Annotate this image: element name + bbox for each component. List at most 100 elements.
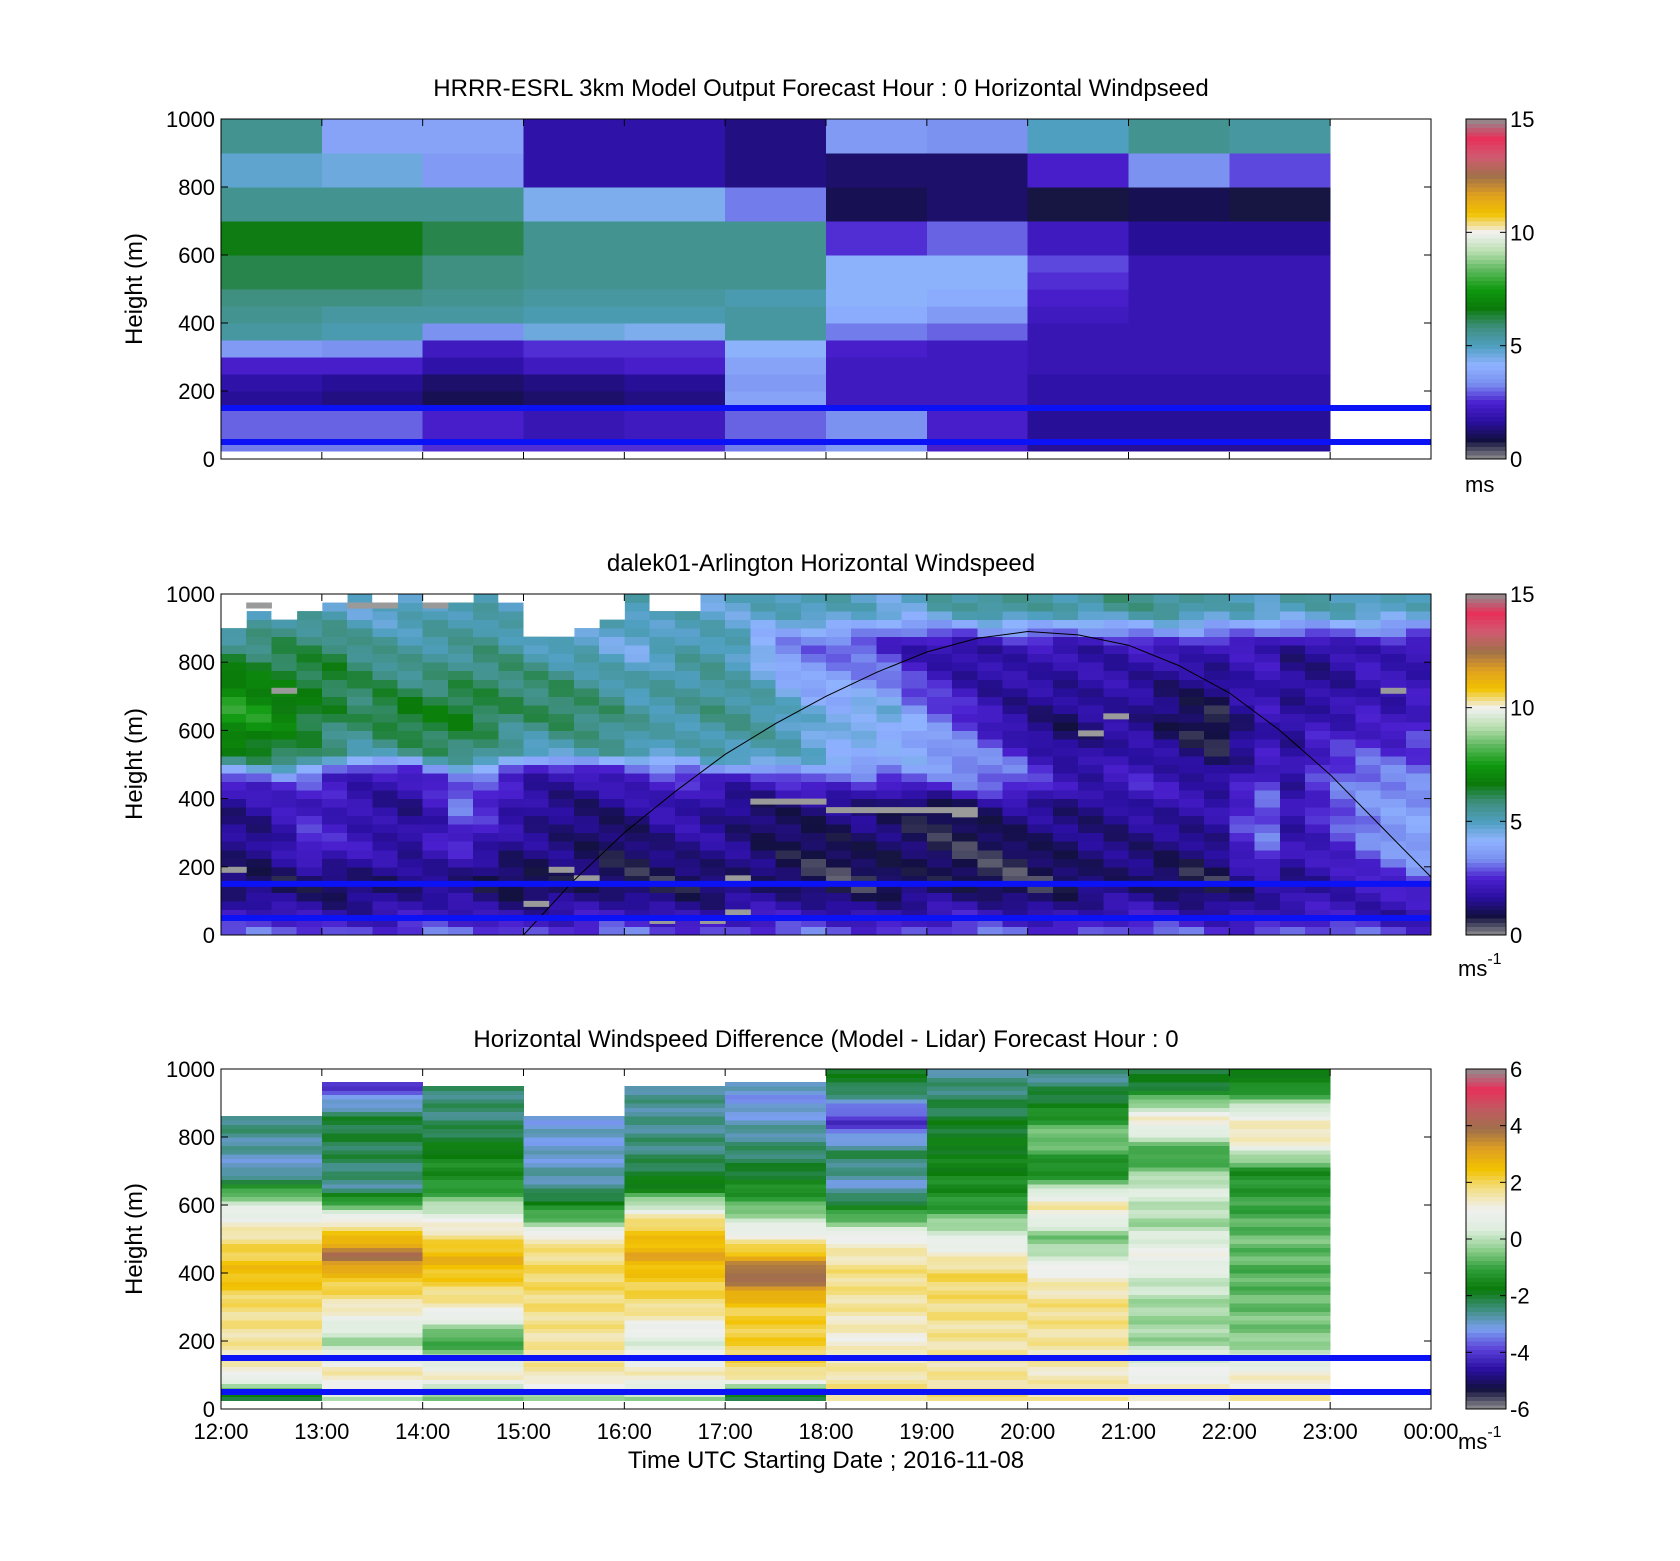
heatmap-cell [725, 628, 751, 638]
heatmap-cell [221, 1120, 323, 1125]
heatmap-cell [246, 687, 272, 697]
heatmap-cell [422, 1302, 524, 1308]
heatmap-cell [548, 917, 575, 927]
heatmap-cell [725, 892, 751, 902]
heatmap-cell [321, 738, 348, 748]
heatmap-cell [952, 738, 978, 748]
heatmap-cell [624, 1213, 726, 1219]
heatmap-cell [926, 1069, 1029, 1074]
heatmap-cell [498, 755, 524, 765]
heatmap-cell [1229, 374, 1331, 392]
heatmap-cell [674, 883, 701, 893]
panel-model-x-ticks [220, 119, 1432, 459]
y-tick-label: 600 [178, 1193, 215, 1218]
heatmap-cell [1128, 1222, 1230, 1227]
heatmap-cell [422, 738, 449, 748]
heatmap-cell [347, 636, 373, 646]
heatmap-cell [800, 807, 827, 817]
heatmap-cell [1128, 442, 1230, 452]
heatmap-cell [422, 187, 524, 205]
heatmap-cell [1304, 926, 1331, 936]
heatmap-cell [321, 238, 424, 256]
heatmap-cell [725, 272, 827, 290]
heatmap-cell [221, 1200, 323, 1206]
heatmap-cell [1229, 917, 1256, 927]
heatmap-cell [775, 619, 802, 629]
heatmap-cell [422, 781, 449, 791]
colorbar-swatch [1466, 649, 1506, 655]
colorbar-swatch [1466, 640, 1506, 646]
heatmap-cell [926, 1247, 1029, 1253]
heatmap-cell [725, 1268, 827, 1274]
heatmap-cell [296, 875, 323, 885]
heatmap-cell [1330, 909, 1356, 919]
heatmap-cell [1178, 636, 1205, 646]
heatmap-cell [1279, 866, 1306, 876]
heatmap-cell [1078, 832, 1104, 842]
heatmap-cell [826, 119, 928, 137]
heatmap-cell [422, 1383, 524, 1389]
heatmap-cell [1027, 1239, 1129, 1244]
heatmap-cell [1330, 858, 1356, 868]
heatmap-cell [347, 628, 373, 638]
heatmap-cell [347, 721, 373, 731]
heatmap-cell [977, 704, 1003, 714]
heatmap-cell [221, 1209, 323, 1214]
heatmap-cell [725, 1324, 827, 1329]
heatmap-cell [1103, 773, 1129, 783]
heatmap-cell [271, 747, 298, 757]
heatmap-cell [624, 909, 651, 919]
heatmap-cell [1279, 917, 1306, 927]
heatmap-cell [1355, 926, 1382, 936]
heatmap-cell [1153, 611, 1180, 621]
heatmap-cell [372, 738, 398, 748]
heatmap-cell [422, 238, 524, 256]
heatmap-cell [624, 1332, 726, 1338]
heatmap-cell [246, 764, 272, 774]
heatmap-cell [624, 1268, 726, 1274]
heatmap-cell [296, 636, 323, 646]
heatmap-cell [1027, 858, 1054, 868]
panel-lidar-reference-lines [221, 880, 1431, 921]
heatmap-cell [321, 764, 348, 774]
heatmap-cell [725, 1332, 827, 1338]
heatmap-cell [321, 1311, 424, 1316]
heatmap-cell [321, 1081, 424, 1087]
heatmap-cell [599, 883, 625, 893]
heatmap-cell [447, 636, 474, 646]
heatmap-cell [725, 730, 751, 740]
heatmap-cell [926, 926, 953, 936]
heatmap-cell [1027, 1183, 1129, 1189]
heatmap-cell [1304, 721, 1331, 731]
colorbar-swatch [1466, 773, 1506, 778]
heatmap-cell [321, 926, 348, 936]
heatmap-cell [422, 1336, 524, 1342]
heatmap-cell [674, 781, 701, 791]
heatmap-cell [901, 917, 928, 927]
heatmap-cell [397, 670, 424, 680]
heatmap-cell [926, 1162, 1029, 1168]
heatmap-cell [221, 238, 323, 256]
heatmap-cell [447, 900, 474, 910]
heatmap-cell [599, 747, 625, 757]
heatmap-cell [926, 773, 953, 783]
heatmap-cell [1103, 926, 1129, 936]
heatmap-cell [649, 832, 676, 842]
heatmap-cell [321, 340, 424, 358]
heatmap-cell [422, 679, 449, 689]
heatmap-cell [725, 1196, 827, 1202]
heatmap-cell [1103, 687, 1129, 697]
heatmap-cell [1304, 900, 1331, 910]
heatmap-cell [523, 883, 550, 893]
heatmap-cell [246, 900, 272, 910]
colorbar-swatch [1466, 1256, 1506, 1261]
heatmap-cell [1128, 187, 1230, 205]
heatmap-cell [1254, 594, 1281, 604]
heatmap-cell [1254, 781, 1281, 791]
heatmap-cell [977, 611, 1003, 621]
heatmap-cell [674, 670, 701, 680]
colorbar-swatch [1466, 900, 1506, 906]
heatmap-cell [800, 917, 827, 927]
heatmap-cell [321, 815, 348, 825]
heatmap-cell [1027, 619, 1054, 629]
